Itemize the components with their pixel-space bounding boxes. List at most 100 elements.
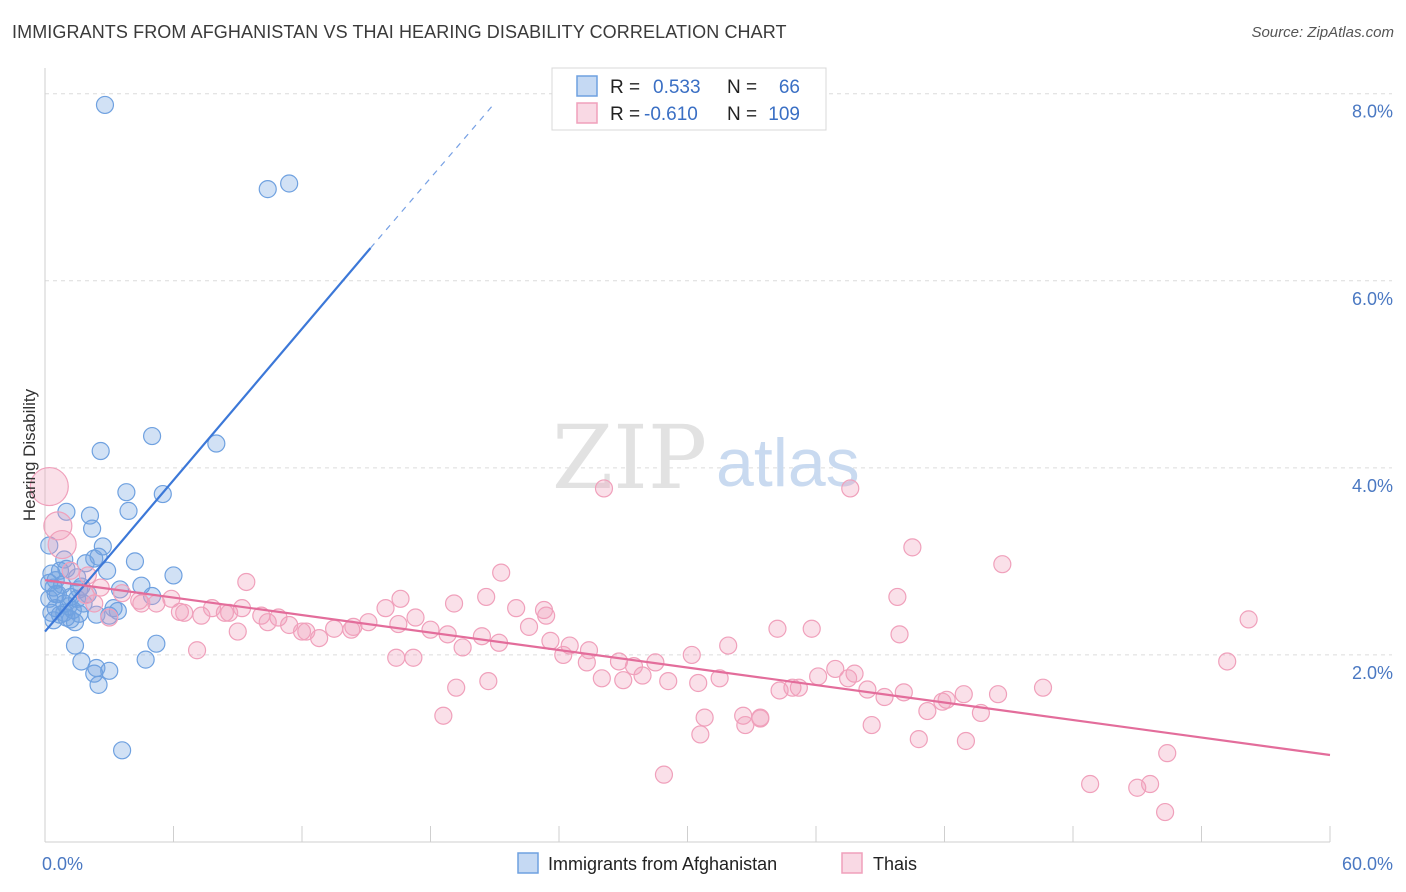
bottom-legend: Immigrants from Afghanistan Thais <box>517 852 917 874</box>
point-thais <box>768 619 787 638</box>
point-afghanistan <box>280 174 299 193</box>
point-afghanistan <box>65 636 85 655</box>
x-tick-label-min: 0.0% <box>42 854 83 874</box>
point-thais <box>809 667 828 686</box>
point-thais <box>453 638 472 657</box>
y-tick-label: 8.0% <box>1352 102 1393 122</box>
point-thais <box>47 529 77 560</box>
trend-line-afghanistan <box>44 247 372 633</box>
y-tick-label: 2.0% <box>1352 663 1393 683</box>
point-thais <box>477 587 496 607</box>
point-thais <box>719 636 738 655</box>
y-axis-title: Hearing Disability <box>20 388 39 521</box>
point-thais <box>1155 802 1175 822</box>
data-points <box>29 95 1258 822</box>
point-thais <box>237 572 256 592</box>
point-thais <box>577 653 596 672</box>
point-thais <box>472 627 491 646</box>
point-thais <box>954 685 973 704</box>
point-afghanistan <box>117 483 136 502</box>
point-thais <box>592 669 611 688</box>
point-thais <box>695 708 714 727</box>
point-afghanistan <box>85 664 104 683</box>
point-thais <box>175 603 194 622</box>
point-thais <box>292 622 312 641</box>
point-thais <box>751 708 770 727</box>
point-thais <box>614 671 633 690</box>
point-afghanistan <box>136 650 155 669</box>
point-afghanistan <box>91 441 110 461</box>
point-afghanistan <box>50 561 70 580</box>
point-afghanistan <box>258 180 277 199</box>
point-afghanistan <box>72 652 91 671</box>
point-thais <box>1081 774 1100 794</box>
point-thais <box>909 730 928 749</box>
point-thais <box>434 706 453 725</box>
point-afghanistan <box>142 426 162 446</box>
point-thais <box>29 466 69 507</box>
point-thais <box>258 613 277 632</box>
point-thais <box>826 659 845 679</box>
point-thais <box>682 645 701 665</box>
point-thais <box>376 599 395 618</box>
legend-swatch-afghanistan <box>576 75 598 97</box>
point-thais <box>1140 774 1160 794</box>
point-thais <box>956 731 976 751</box>
point-thais <box>359 613 378 632</box>
point-afghanistan <box>46 585 65 604</box>
legend: R = 0.533 N = 66 R = -0.610 N = 109 <box>551 67 827 131</box>
x-tick-label-max: 60.0% <box>1342 854 1393 874</box>
point-thais <box>492 563 511 582</box>
point-thais <box>1158 744 1177 763</box>
legend-swatch-thais <box>576 102 598 124</box>
point-afghanistan <box>147 634 166 653</box>
point-thais <box>560 636 579 655</box>
point-thais <box>43 511 73 541</box>
point-afghanistan <box>164 566 183 585</box>
point-thais <box>100 608 119 627</box>
point-thais <box>594 479 614 498</box>
source-credit: Source: ZipAtlas.com <box>1251 24 1394 41</box>
point-thais <box>404 648 423 667</box>
point-thais <box>132 594 151 613</box>
point-thais <box>391 589 410 608</box>
point-afghanistan <box>207 434 226 453</box>
point-thais <box>541 631 560 650</box>
point-thais <box>61 561 80 580</box>
point-thais <box>689 673 708 693</box>
point-afghanistan <box>125 552 145 571</box>
bottom-legend-swatch-afghanistan <box>517 852 539 874</box>
point-thais <box>988 685 1008 704</box>
point-thais <box>710 669 729 688</box>
point-thais <box>519 617 539 636</box>
point-thais <box>537 606 556 625</box>
point-thais <box>736 715 755 735</box>
watermark: ZIP atlas <box>552 406 860 509</box>
point-thais <box>479 672 498 691</box>
point-thais <box>507 599 526 618</box>
trend-line-afghanistan-extension <box>370 102 496 249</box>
point-thais <box>325 619 344 638</box>
point-thais <box>85 594 104 613</box>
point-thais <box>802 619 821 638</box>
y-tick-label: 6.0% <box>1352 289 1393 309</box>
point-thais <box>112 584 132 603</box>
legend-n-value-thais: 109 <box>768 104 800 125</box>
bottom-legend-label-afghanistan: Immigrants from Afghanistan <box>548 854 777 874</box>
point-afghanistan <box>89 675 108 694</box>
point-thais <box>841 479 860 498</box>
y-tick-labels: 2.0% 4.0% 6.0% 8.0% <box>1352 102 1393 683</box>
bottom-legend-label-thais: Thais <box>873 854 917 874</box>
y-tick-label: 4.0% <box>1352 476 1393 496</box>
trend-lines <box>44 102 1331 757</box>
legend-r-label-thais: R = <box>610 104 640 125</box>
point-afghanistan <box>119 501 138 520</box>
bottom-legend-swatch-thais <box>841 852 863 874</box>
point-thais <box>78 566 97 585</box>
point-thais <box>444 594 464 613</box>
chart-title: IMMIGRANTS FROM AFGHANISTAN VS THAI HEAR… <box>12 22 787 42</box>
point-afghanistan <box>98 561 117 580</box>
point-afghanistan <box>42 603 61 622</box>
legend-n-label-thais: N = <box>727 104 757 125</box>
